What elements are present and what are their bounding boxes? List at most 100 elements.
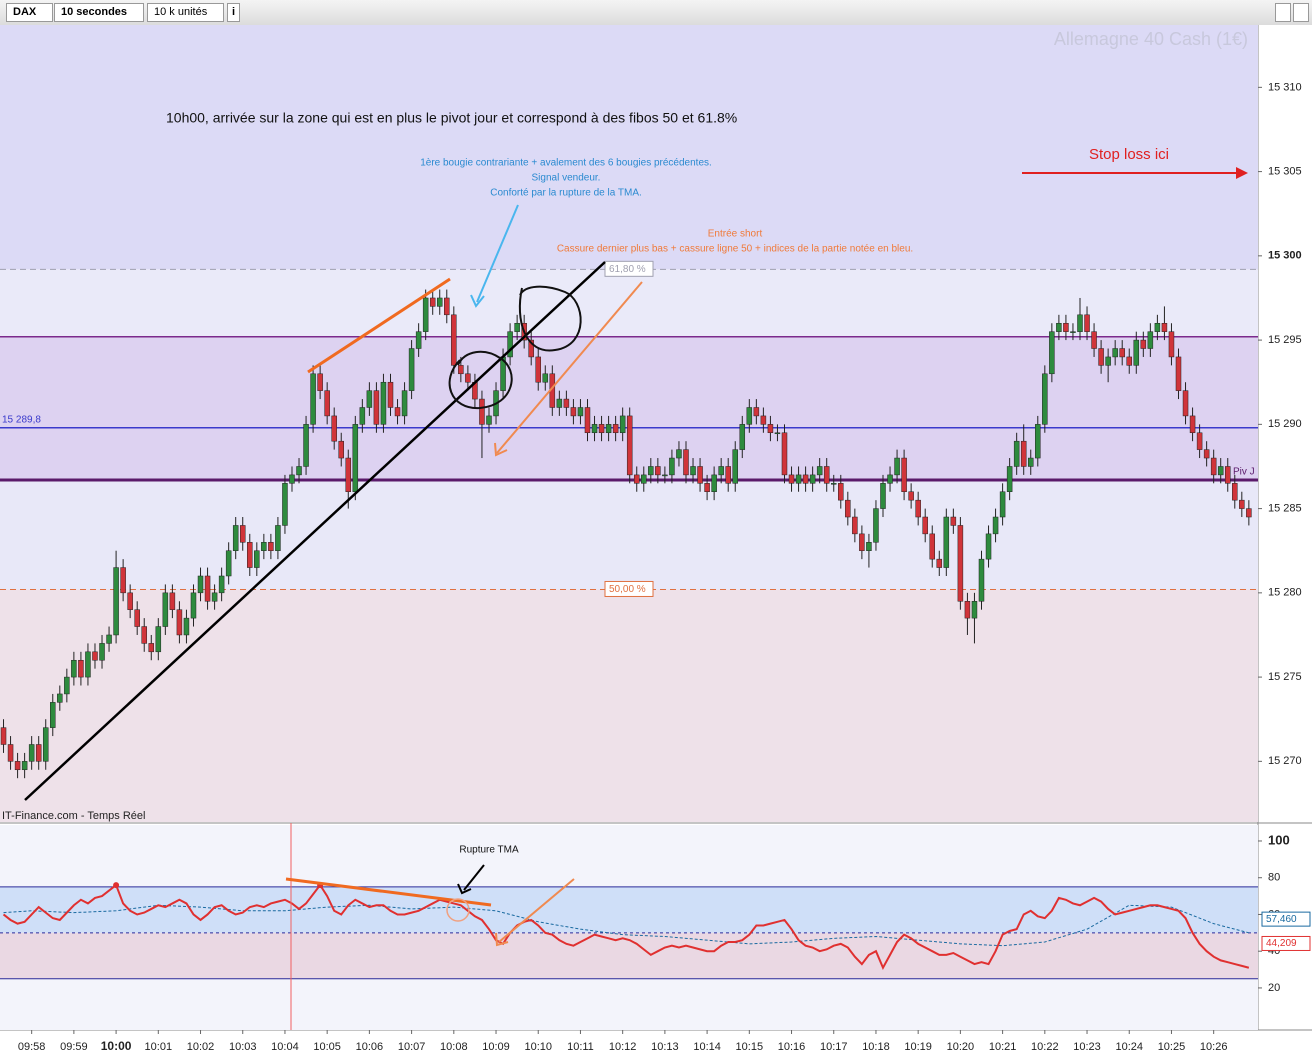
x-tick-label: 09:58 — [18, 1041, 46, 1053]
candle-body — [781, 432, 788, 476]
candle-body — [1013, 440, 1020, 467]
source: IT-Finance.com - Temps Réel — [2, 810, 145, 822]
candle-body — [936, 558, 943, 568]
x-tick-label: 10:17 — [820, 1041, 848, 1053]
candle-body — [880, 483, 886, 509]
y-tick-label: 20 — [1268, 982, 1280, 994]
candle-body — [1020, 440, 1027, 467]
value-marker-label: 57,460 — [1266, 914, 1297, 925]
fibo-label-box — [604, 580, 654, 597]
candle-body — [619, 415, 626, 434]
annotation: Signal vendeur. — [532, 173, 601, 184]
candle-body — [64, 676, 70, 695]
drawings — [24, 167, 1248, 1030]
candle-body — [718, 466, 724, 476]
candle-body — [1119, 348, 1125, 358]
candle-body — [1049, 331, 1055, 375]
candle-body — [788, 474, 795, 484]
trendline — [24, 261, 606, 801]
volume-select[interactable]: 10 k unités — [147, 3, 225, 22]
x-tick-label: 10:13 — [651, 1041, 679, 1053]
candle-body — [957, 525, 964, 602]
x-tick-label: 09:59 — [60, 1041, 88, 1053]
candle-body — [535, 356, 541, 383]
candle-body — [823, 466, 830, 484]
candle-body — [1217, 466, 1224, 476]
arrow-head — [495, 932, 509, 947]
candle-body — [1006, 466, 1013, 492]
candle-body — [387, 381, 394, 408]
candle-body — [1091, 331, 1097, 349]
candle-body — [7, 744, 14, 762]
candle-body — [71, 659, 77, 678]
x-tick-label: 10:24 — [1115, 1041, 1143, 1053]
arrow — [476, 204, 519, 303]
x-tick-label: 10:11 — [567, 1041, 594, 1053]
candle-body — [296, 466, 302, 476]
info-button[interactable]: i — [227, 3, 241, 22]
zone — [0, 886, 1258, 933]
x-tick-label: 10:12 — [609, 1041, 637, 1053]
maximize-button[interactable] — [1293, 3, 1309, 22]
fibo-label-box — [604, 260, 654, 277]
candle-body — [753, 407, 760, 417]
candle-body — [78, 659, 84, 678]
candle-body — [809, 474, 816, 484]
candle-body — [218, 575, 225, 594]
period-select[interactable]: 10 secondes — [54, 3, 145, 22]
candle-body — [1098, 348, 1104, 366]
x-tick-label: 10:07 — [398, 1041, 426, 1053]
x-tick-label: 10:10 — [524, 1041, 552, 1053]
rsi-line — [2, 883, 1250, 971]
candle-body — [584, 407, 591, 434]
candle-body — [444, 297, 450, 316]
x-tick-label: 10:08 — [440, 1041, 468, 1053]
minimize-button[interactable] — [1275, 3, 1291, 22]
candle-body — [577, 407, 584, 417]
arrow — [498, 878, 575, 943]
candle-body — [282, 483, 288, 526]
candle-body — [169, 592, 176, 610]
candle-body — [542, 373, 549, 383]
x-tick-label: 10:23 — [1073, 1041, 1101, 1053]
annotation: Conforté par la rupture de la TMA. — [490, 188, 642, 199]
candle-body — [1232, 483, 1238, 501]
value-marker — [1261, 935, 1311, 951]
y-tick-label: 15 285 — [1268, 502, 1302, 514]
candle-body — [739, 424, 746, 450]
candle-body — [563, 398, 570, 408]
candle-body — [197, 575, 204, 594]
watermark: Allemagne 40 Cash (1€) — [1054, 29, 1248, 49]
fibo-label: 61,80 % — [609, 264, 646, 275]
candle-body — [1154, 322, 1161, 332]
candle-body — [1105, 356, 1111, 366]
candle-body — [648, 466, 654, 476]
candle-body — [943, 516, 950, 568]
candle-body — [324, 390, 330, 417]
candle-body — [366, 390, 373, 408]
candle-body — [148, 643, 155, 653]
candle-body — [422, 297, 429, 332]
candle-body — [359, 407, 366, 425]
candle-body — [774, 432, 781, 435]
candle-body — [971, 601, 978, 619]
candle-body — [816, 466, 823, 476]
x-tick-label: 10:01 — [145, 1041, 173, 1053]
zone — [0, 25, 1258, 270]
toolbar: DAX 10 secondes 10 k unités i — [0, 0, 1312, 26]
candle-body — [1203, 449, 1210, 459]
candle-body — [1070, 331, 1076, 333]
candle-body — [465, 373, 471, 383]
arrow — [496, 281, 643, 454]
axis-bg — [1258, 25, 1312, 1056]
x-tick-label: 10:05 — [313, 1041, 341, 1053]
candle-body — [690, 466, 696, 476]
y-tick-label: 15 280 — [1268, 587, 1302, 599]
candle-body — [507, 331, 513, 358]
x-tick-label: 10:06 — [356, 1041, 384, 1053]
annotation: Rupture TMA — [459, 845, 519, 856]
candle-body — [239, 525, 246, 543]
symbol-select[interactable]: DAX — [6, 3, 54, 22]
candle-body — [1112, 348, 1118, 358]
level-label: Piv J — [1233, 467, 1255, 478]
